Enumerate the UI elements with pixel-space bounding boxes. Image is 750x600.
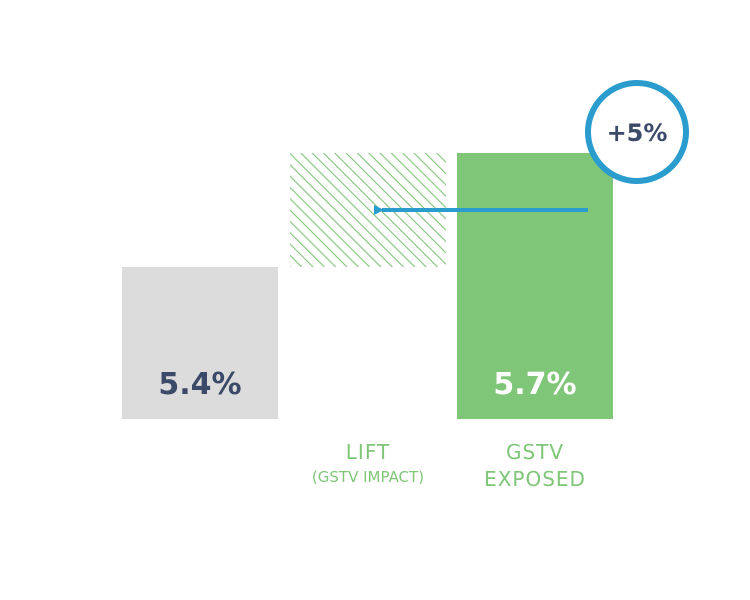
lift-callout-ring (585, 80, 689, 184)
lift-callout-value: +5% (607, 119, 668, 147)
exposed-category-label-line1: GSTV (506, 440, 564, 464)
bar-baseline-value-label: 5.4% (158, 367, 241, 402)
exposed-category-label-line2: EXPOSED (484, 467, 586, 491)
bar-exposed (457, 153, 613, 419)
lift-category-sublabel: (GSTV IMPACT) (312, 468, 424, 486)
bar-exposed-value-label: 5.7% (493, 367, 576, 402)
lift-category-label: LIFT (346, 440, 390, 464)
bar-baseline (122, 267, 278, 419)
